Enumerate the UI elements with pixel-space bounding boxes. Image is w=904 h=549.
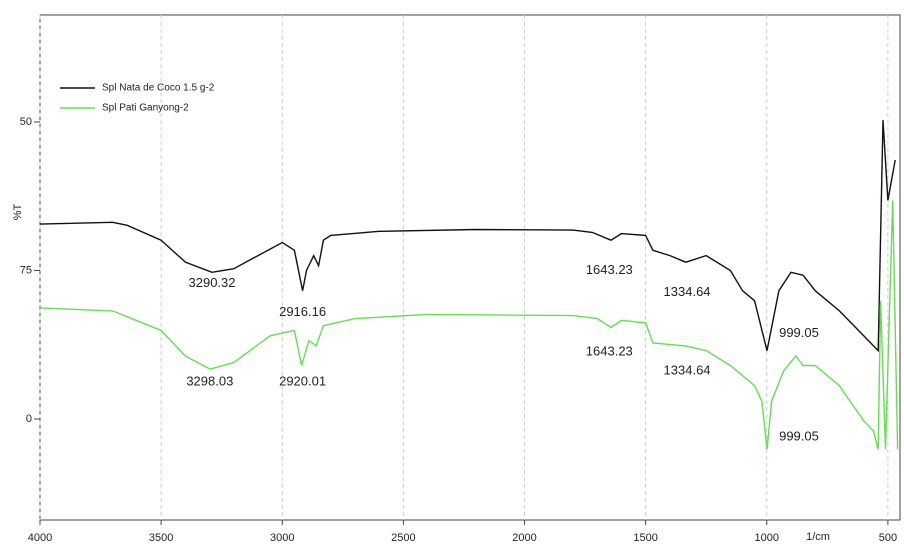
x-tick-label: 2000 xyxy=(512,532,536,544)
x-tick-label: 3000 xyxy=(270,532,294,544)
peak-label: 1334.64 xyxy=(664,284,711,299)
peak-label: 2920.01 xyxy=(279,374,326,389)
peak-label: 2916.16 xyxy=(279,304,326,319)
x-tick-label: 1500 xyxy=(633,532,657,544)
y-axis-label: %T xyxy=(12,203,24,220)
peak-label: 1334.64 xyxy=(664,362,711,377)
y-tick-label: 0 xyxy=(26,413,32,425)
x-tick-label: 3500 xyxy=(149,532,173,544)
x-tick-label: 4000 xyxy=(28,532,52,544)
peak-label: 3290.32 xyxy=(189,275,236,290)
spectrum-line xyxy=(39,120,896,353)
peak-label: 3298.03 xyxy=(186,374,233,389)
peak-label: 999.05 xyxy=(779,428,819,443)
x-tick-label: 2500 xyxy=(391,532,415,544)
x-tick-label: 1000 xyxy=(755,532,779,544)
legend-text: Spl Pati Ganyong-2 xyxy=(102,103,189,114)
peak-label: 1643.23 xyxy=(586,262,633,277)
y-tick-label: 50 xyxy=(20,116,32,128)
x-tick-label: 500 xyxy=(879,532,897,544)
plot-frame xyxy=(39,14,901,521)
spectrum-line xyxy=(39,200,899,450)
peak-label: 999.05 xyxy=(779,325,819,340)
legend-text: Spl Nata de Coco 1.5 g-2 xyxy=(102,83,215,94)
x-axis-label: 1/cm xyxy=(806,531,830,543)
peak-label: 1643.23 xyxy=(586,343,633,358)
y-tick-label: 75 xyxy=(20,264,32,276)
